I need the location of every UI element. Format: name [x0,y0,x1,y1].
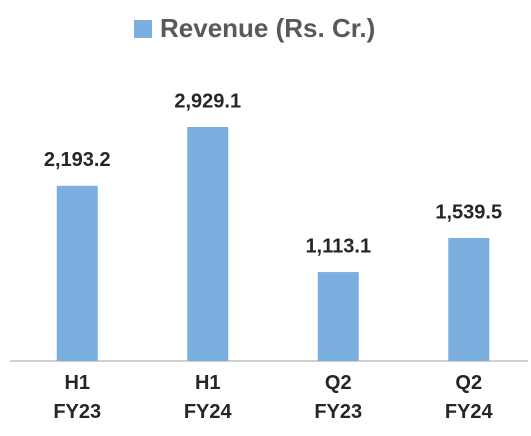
x-tick-label-line: FY24 [445,401,494,423]
value-label: 2,929.1 [174,90,241,112]
bar [317,272,359,361]
x-tick-label: Q2 FY24 [445,372,494,423]
x-tick-label: H1 FY24 [184,372,233,423]
value-label: 1,539.5 [435,201,502,223]
x-tick-label-line: H1 [195,372,221,394]
x-tick-label-line: H1 [64,372,90,394]
x-tick-label-line: FY23 [53,401,101,423]
x-tick-label-line: FY24 [184,401,233,423]
x-tick-label: H1 FY23 [53,372,101,423]
bar [448,238,490,361]
x-tick-label-line: Q2 [325,372,352,394]
bar [187,127,229,361]
value-label: 2,193.2 [44,149,111,171]
x-tick-label-line: Q2 [455,372,482,394]
x-tick-label: Q2 FY23 [314,372,362,423]
legend-label: Revenue (Rs. Cr.) [160,13,375,43]
value-label: 1,113.1 [305,235,371,257]
bar [56,185,98,361]
legend-swatch [134,20,152,38]
x-tick-label-line: FY23 [314,401,362,423]
